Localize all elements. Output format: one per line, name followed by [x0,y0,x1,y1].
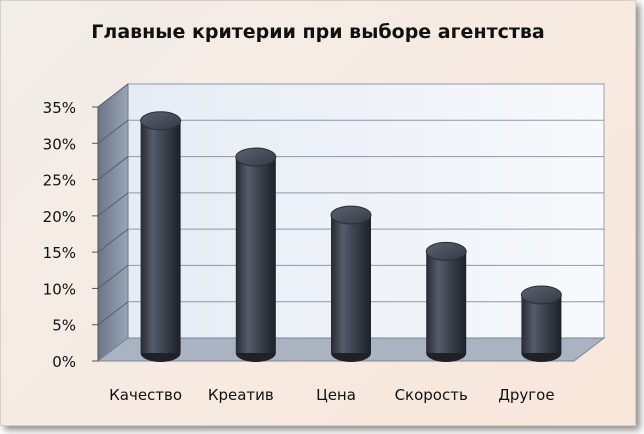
grid-line-side [97,119,129,144]
bar-body [140,120,181,354]
x-category-label: Скорость [395,386,468,404]
bar [520,285,562,362]
grid-line-side [97,83,129,108]
bar-body [331,215,371,353]
chart-frame: Главные критерии при выборе агентства [0,0,636,426]
grid-line-side [97,228,129,253]
x-category-label: Креатив [208,386,274,404]
y-tick-label: 5% [52,317,76,335]
y-tick-label: 30% [43,135,76,153]
y-axis: 0% 5% 10% 15% 20% 25% 30% 35% [43,99,99,371]
y-tick-label: 0% [52,353,76,371]
grid-line-side [97,192,129,217]
bar-body [426,251,467,353]
grid-line-side [97,301,129,326]
bar-cap [235,147,277,167]
y-tick-label: 15% [43,244,76,262]
bar [140,111,182,362]
bar-cap [330,205,372,225]
bars [140,111,562,362]
bar-cap [520,285,562,305]
bar-body [521,294,562,353]
bar [330,205,372,362]
bar-cap [425,241,467,261]
bar [235,147,277,362]
y-tick-label: 20% [43,208,76,226]
bar-chart: 0% 5% 10% 15% 20% 25% 30% 35% Качество Креатив Це… [43,82,606,404]
grid-line-side [97,265,129,289]
chart-title: Главные критерии при выборе агентства [91,21,545,43]
side-wall [97,82,129,363]
y-tick-label: 35% [43,99,76,117]
grid-line-side [97,156,129,180]
bar-body [235,157,276,353]
x-axis: Качество Креатив Цена Скорость Другое [109,386,554,404]
y-tick-label: 25% [43,172,76,190]
x-category-label: Цена [316,386,356,404]
x-category-label: Другое [498,386,554,404]
bar [425,241,467,362]
bar-cap [140,111,182,131]
x-category-label: Качество [109,386,182,404]
y-tick-label: 10% [43,280,76,298]
